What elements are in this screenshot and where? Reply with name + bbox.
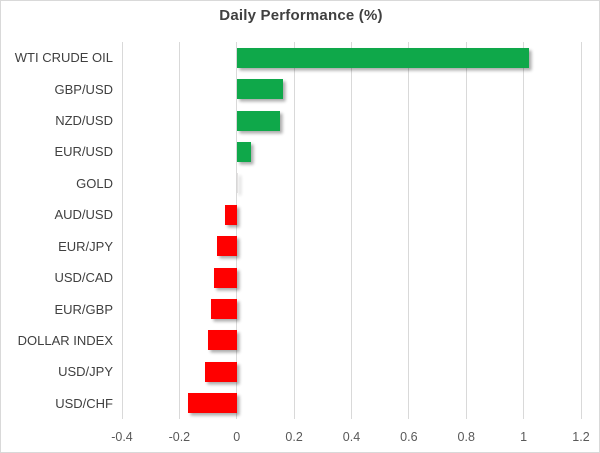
- bar-usd-jpy: [205, 361, 237, 382]
- category-label: GOLD: [76, 175, 113, 191]
- bar-gbp-usd: [236, 79, 283, 100]
- gridline: [580, 42, 582, 419]
- tick-label: -0.4: [111, 430, 133, 444]
- bar-aud-usd: [225, 204, 237, 225]
- tick-label: 0.2: [285, 430, 303, 444]
- category-label: EUR/USD: [54, 144, 113, 160]
- bar-nzd-usd: [236, 110, 280, 131]
- category-label: NZD/USD: [55, 113, 113, 129]
- tick-label: 0.8: [457, 430, 475, 444]
- bar-eur-gbp: [210, 299, 237, 320]
- bar-eur-usd: [236, 141, 252, 162]
- gridline: [465, 42, 467, 419]
- gridline: [178, 42, 180, 419]
- bar-wti-crude-oil: [236, 47, 530, 68]
- category-label: USD/JPY: [58, 364, 113, 380]
- tick-label: 1.2: [572, 430, 590, 444]
- gridline: [236, 42, 238, 419]
- plot-area: [121, 42, 582, 419]
- bar-usd-chf: [187, 393, 237, 414]
- bar-dollar-index: [208, 330, 237, 351]
- tick-label: -0.2: [168, 430, 191, 444]
- bar-usd-cad: [213, 267, 237, 288]
- bar-gold: [236, 173, 239, 194]
- category-label: USD/CAD: [54, 270, 113, 286]
- tick-label: 1: [520, 430, 528, 444]
- category-label: EUR/GBP: [54, 301, 113, 317]
- category-label: GBP/USD: [54, 81, 113, 97]
- gridline: [408, 42, 410, 419]
- gridline: [523, 42, 525, 419]
- chart-title: Daily Performance (%): [219, 7, 383, 24]
- category-label: WTI CRUDE OIL: [14, 50, 113, 66]
- tick-label: 0.4: [342, 430, 361, 444]
- category-label: USD/CHF: [55, 395, 113, 411]
- category-label: EUR/JPY: [58, 238, 113, 254]
- gridline: [351, 42, 352, 419]
- gridline: [121, 42, 123, 419]
- category-label: DOLLAR INDEX: [17, 332, 113, 348]
- tick-label: 0.6: [400, 430, 418, 444]
- gridline: [293, 42, 295, 419]
- bar-eur-jpy: [216, 236, 237, 257]
- tick-label: 0: [233, 430, 241, 444]
- category-label: AUD/USD: [54, 207, 113, 223]
